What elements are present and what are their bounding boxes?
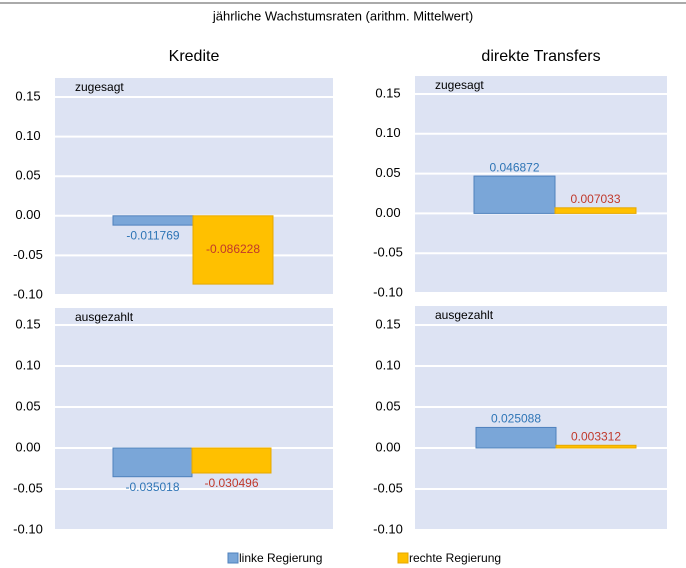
bar (555, 444, 637, 449)
panel-subtitle: ausgezahlt (75, 310, 134, 324)
y-tick-label: 0.05 (15, 398, 40, 413)
y-tick-label: 0.15 (375, 316, 400, 331)
data-label: 0.025088 (491, 412, 541, 426)
y-tick-label: -0.10 (13, 521, 43, 536)
y-tick-label: 0.05 (375, 398, 400, 413)
legend-label: rechte Regierung (409, 551, 501, 565)
y-tick-label: 0.00 (15, 439, 40, 454)
plot-area (55, 308, 333, 530)
y-tick-label: 0.00 (15, 207, 40, 222)
y-tick-label: -0.05 (13, 480, 43, 495)
legend-swatch (397, 552, 409, 564)
bar (473, 175, 556, 214)
y-tick-label: 0.05 (15, 168, 40, 183)
plot-area (415, 306, 667, 530)
data-label: 0.003312 (571, 429, 621, 443)
y-tick-label: 0.15 (15, 316, 40, 331)
y-tick-label: 0.00 (375, 439, 400, 454)
bar (475, 426, 557, 449)
chart-title: jährliche Wachstumsraten (arithm. Mittel… (212, 8, 473, 23)
y-tick-label: 0.15 (15, 88, 40, 103)
data-label: -0.086228 (206, 242, 260, 256)
y-tick-label: -0.05 (373, 245, 403, 260)
y-tick-label: 0.00 (375, 205, 400, 220)
bar (112, 447, 193, 478)
bar (554, 207, 637, 214)
panel-subtitle: zugesagt (75, 80, 124, 94)
panel-subtitle: zugesagt (435, 78, 484, 92)
legend-swatch (227, 552, 239, 564)
data-label: 0.046872 (489, 160, 539, 174)
y-tick-label: 0.10 (375, 357, 400, 372)
y-tick-label: 0.10 (375, 125, 400, 140)
y-tick-label: 0.05 (375, 165, 400, 180)
y-tick-label: 0.15 (375, 85, 400, 100)
data-label: -0.035018 (125, 480, 179, 494)
bar (192, 215, 274, 285)
y-tick-label: 0.10 (15, 128, 40, 143)
bar (191, 447, 272, 474)
panel-subtitle: ausgezahlt (435, 308, 494, 322)
y-tick-label: -0.05 (373, 480, 403, 495)
y-tick-label: -0.10 (373, 284, 403, 299)
data-label: -0.030496 (204, 476, 258, 490)
panel-title: direkte Transfers (481, 48, 600, 65)
y-tick-label: -0.10 (373, 521, 403, 536)
y-tick-label: -0.10 (13, 286, 43, 301)
y-tick-label: -0.05 (13, 247, 43, 262)
y-tick-label: 0.10 (15, 357, 40, 372)
panel-title: Kredite (169, 48, 220, 65)
data-label: -0.011769 (126, 228, 179, 242)
data-label: 0.007033 (570, 192, 620, 206)
bar (112, 215, 194, 226)
legend-label: linke Regierung (239, 551, 322, 565)
